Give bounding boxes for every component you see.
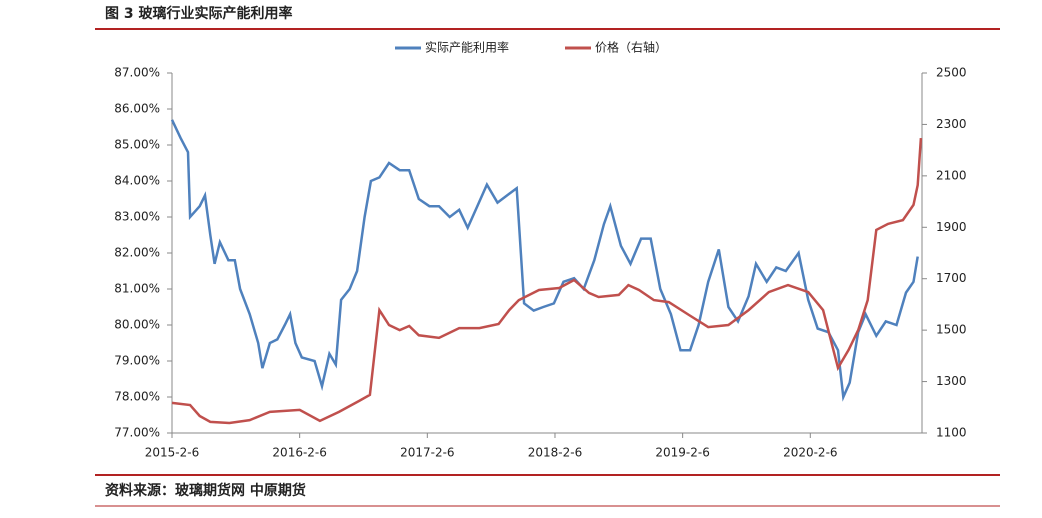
y-tick-label: 78.00%	[114, 390, 160, 404]
y-tick-label: 81.00%	[114, 282, 160, 296]
y2-tick-label: 1300	[936, 374, 967, 388]
data-line	[171, 138, 923, 425]
x-tick-label: 2018-2-6	[528, 446, 582, 460]
x-tick-label: 2017-2-6	[400, 446, 454, 460]
plot: 77.00% 78.00% 79.00% 80.00% 81.00% 82.00% 83.0…	[114, 40, 966, 460]
y2-tick-label: 1500	[936, 323, 967, 337]
x-tick-label: 2019-2-6	[655, 446, 709, 460]
y-tick-label: 84.00%	[114, 174, 160, 188]
legend-label: 价格（右轴）	[595, 40, 667, 55]
figure-title: 图 3 玻璃行业实际产能利用率	[105, 5, 293, 22]
y2-tick-label: 1100	[936, 426, 967, 440]
y2-tick-label: 1700	[936, 271, 967, 285]
y-tick-label: 82.00%	[114, 246, 160, 260]
y2-tick-label: 2300	[936, 117, 967, 131]
source-note: 资料来源：玻璃期货网 中原期货	[105, 482, 306, 499]
y-tick-label: 79.00%	[114, 354, 160, 368]
data-line	[170, 119, 919, 402]
x-tick-label: 2015-2-6	[145, 446, 199, 460]
y-tick-label: 86.00%	[114, 102, 160, 116]
legend-label: 实际产能利用率	[425, 40, 509, 55]
x-tick-label: 2020-2-6	[783, 446, 837, 460]
y2-tick-label: 2500	[936, 66, 967, 80]
y-tick-label: 87.00%	[114, 66, 160, 80]
y-tick-label: 80.00%	[114, 318, 160, 332]
x-tick-label: 2016-2-6	[272, 446, 326, 460]
y-tick-label: 83.00%	[114, 210, 160, 224]
y2-tick-label: 2100	[936, 168, 967, 182]
y-tick-label: 85.00%	[114, 138, 160, 152]
y2-tick-label: 1900	[936, 220, 967, 234]
y-tick-label: 77.00%	[114, 426, 160, 440]
